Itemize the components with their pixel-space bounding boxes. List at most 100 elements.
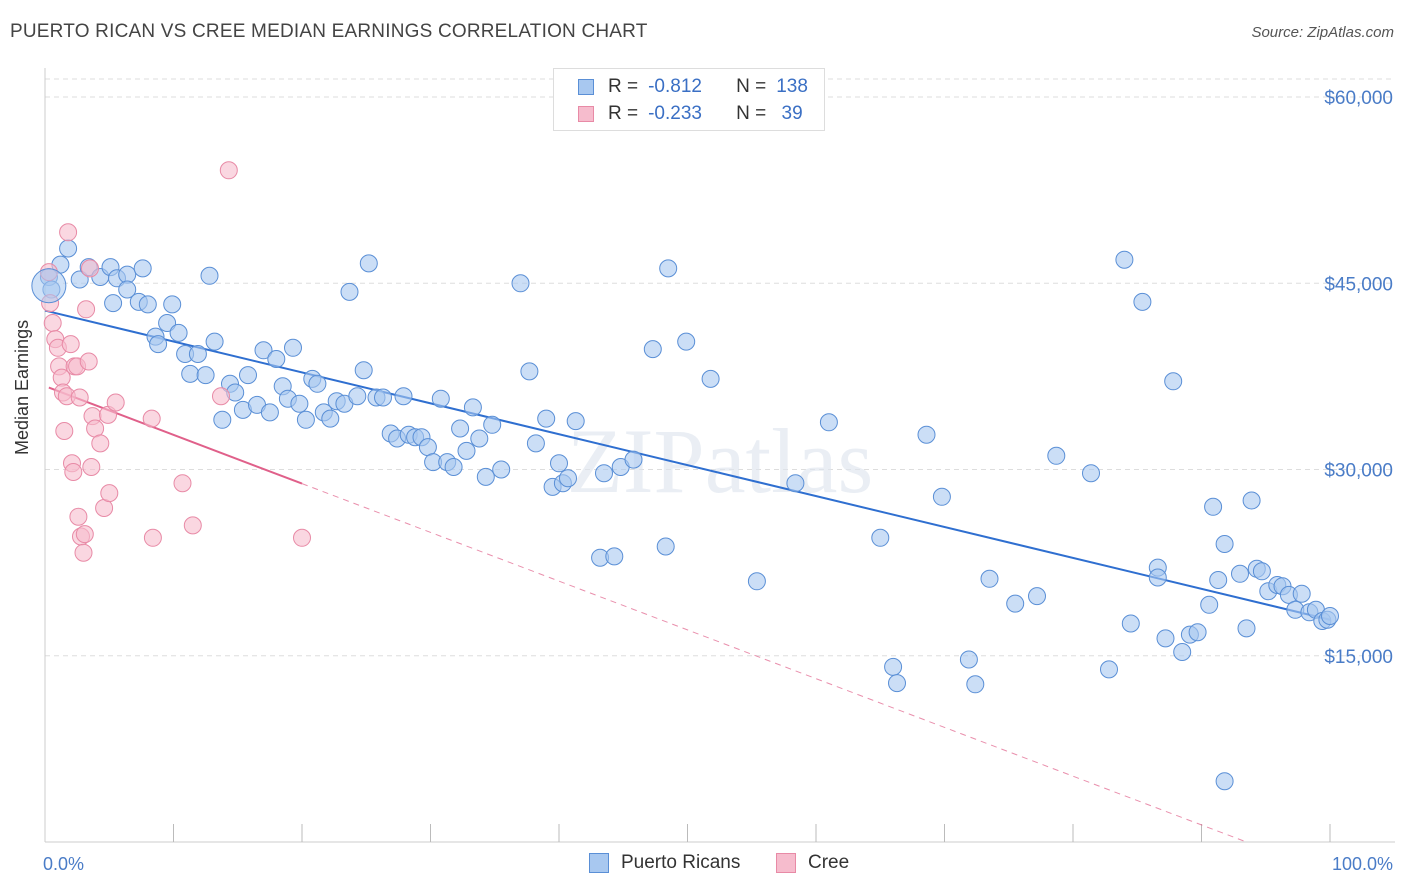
puerto-rican-point bbox=[394, 387, 413, 406]
cree-point bbox=[74, 543, 93, 562]
puerto-rican-point bbox=[284, 338, 302, 357]
puerto-rican-point bbox=[181, 364, 200, 383]
puerto-rican-point bbox=[624, 450, 643, 469]
puerto-rican-point bbox=[520, 362, 539, 381]
puerto-rican-point bbox=[566, 412, 585, 431]
puerto-rican-point bbox=[359, 254, 378, 273]
puerto-rican-point bbox=[104, 294, 123, 313]
puerto-rican-point bbox=[205, 332, 224, 351]
puerto-rican-point bbox=[595, 464, 613, 483]
puerto-rican-point bbox=[476, 467, 495, 486]
puerto-rican-point bbox=[451, 419, 470, 438]
chart-title: PUERTO RICAN VS CREE MEDIAN EARNINGS COR… bbox=[10, 21, 648, 42]
puerto-rican-point bbox=[747, 572, 766, 591]
cree-point bbox=[70, 388, 89, 407]
cree-point bbox=[61, 335, 80, 354]
legend-item-cree: Cree bbox=[776, 852, 849, 874]
puerto-rican-point bbox=[917, 425, 936, 444]
puerto-rican-point bbox=[1321, 607, 1339, 625]
puerto-rican-point bbox=[1133, 292, 1152, 311]
puerto-rican-point bbox=[1231, 564, 1249, 583]
puerto-rican-point bbox=[354, 361, 373, 380]
puerto-rican-point bbox=[1209, 571, 1228, 589]
puerto-rican-point bbox=[158, 314, 177, 332]
puerto-rican-point bbox=[786, 474, 805, 493]
puerto-rican-point bbox=[537, 409, 556, 428]
pink-swatch bbox=[776, 853, 796, 873]
puerto-rican-point bbox=[169, 323, 188, 342]
puerto-rican-point bbox=[559, 469, 577, 488]
puerto-rican-point bbox=[1164, 372, 1183, 391]
y-tick-label: $45,000 bbox=[1324, 274, 1393, 295]
cree-point bbox=[173, 474, 192, 493]
puerto-rican-point bbox=[819, 413, 838, 432]
puerto-rican-point bbox=[1188, 623, 1207, 642]
legend-row-puerto-ricans: R = -0.812 N = 138 bbox=[578, 75, 808, 99]
puerto-rican-point bbox=[431, 389, 450, 408]
puerto-rican-point bbox=[492, 460, 511, 479]
cree-point bbox=[43, 314, 62, 332]
x-tick-labels: 0.0% 100.0% bbox=[43, 854, 1393, 874]
puerto-rican-point bbox=[418, 438, 437, 457]
puerto-rican-point bbox=[980, 569, 999, 588]
cree-point bbox=[55, 422, 74, 440]
trend-lines bbox=[44, 309, 1331, 843]
pink-swatch bbox=[578, 106, 594, 122]
puerto-rican-point bbox=[296, 410, 315, 429]
puerto-rican-point bbox=[188, 345, 207, 363]
puerto-rican-point bbox=[70, 270, 89, 289]
puerto-rican-point bbox=[444, 458, 463, 476]
cree-point bbox=[100, 484, 119, 503]
puerto-rican-point bbox=[31, 268, 67, 304]
puerto-rican-point bbox=[511, 274, 530, 293]
cree-point bbox=[82, 458, 101, 476]
puerto-rican-point bbox=[550, 454, 568, 473]
puerto-rican-point bbox=[59, 239, 78, 258]
puerto-rican-point bbox=[1292, 584, 1311, 603]
puerto-rican-point bbox=[526, 434, 545, 453]
cree-point bbox=[183, 516, 202, 535]
puerto-rican-point bbox=[959, 650, 978, 669]
puerto-rican-point bbox=[213, 410, 232, 429]
puerto-rican-point bbox=[133, 259, 152, 278]
puerto-rican-point bbox=[470, 429, 489, 448]
puerto-rican-point bbox=[308, 374, 327, 393]
n-value: 39 bbox=[776, 103, 803, 124]
puerto-rican-point bbox=[138, 295, 157, 314]
x-tick-label: 0.0% bbox=[43, 854, 84, 874]
source-label: Source: ZipAtlas.com bbox=[1251, 24, 1394, 41]
puerto-rican-point bbox=[1082, 464, 1100, 483]
cree-point bbox=[64, 463, 83, 481]
puerto-rican-point bbox=[1204, 497, 1223, 516]
puerto-rican-point bbox=[871, 528, 890, 547]
puerto-rican-point bbox=[966, 675, 985, 694]
r-value: -0.233 bbox=[648, 103, 702, 124]
r-value: -0.812 bbox=[648, 76, 702, 97]
y-tick-label: $15,000 bbox=[1324, 647, 1393, 668]
puerto-rican-point bbox=[1215, 535, 1234, 553]
puerto-rican-point bbox=[260, 403, 279, 422]
puerto-rican-point bbox=[1148, 568, 1167, 587]
puerto-rican-point bbox=[888, 674, 906, 693]
puerto-rican-point bbox=[463, 398, 482, 417]
puerto-rican-point bbox=[1121, 614, 1140, 633]
puerto-rican-point bbox=[643, 340, 662, 359]
puerto-rican-point bbox=[1252, 562, 1271, 581]
r-label: R = bbox=[608, 103, 639, 124]
puerto-rican-trend-line bbox=[44, 309, 1331, 621]
puerto-rican-point bbox=[656, 537, 675, 556]
blue-swatch bbox=[578, 79, 594, 95]
puerto-rican-point bbox=[1242, 491, 1261, 510]
puerto-rican-point bbox=[200, 266, 219, 285]
puerto-rican-point bbox=[1215, 772, 1234, 791]
puerto-rican-point bbox=[701, 369, 720, 388]
puerto-rican-point bbox=[1173, 643, 1192, 661]
puerto-rican-point bbox=[483, 415, 502, 434]
puerto-rican-point bbox=[1047, 446, 1066, 465]
cree-point bbox=[59, 223, 78, 242]
puerto-rican-point bbox=[1156, 629, 1175, 648]
y-tick-label: $30,000 bbox=[1324, 461, 1393, 482]
legend-item-puerto-ricans: Puerto Ricans bbox=[589, 852, 740, 874]
n-value: 138 bbox=[776, 76, 808, 97]
